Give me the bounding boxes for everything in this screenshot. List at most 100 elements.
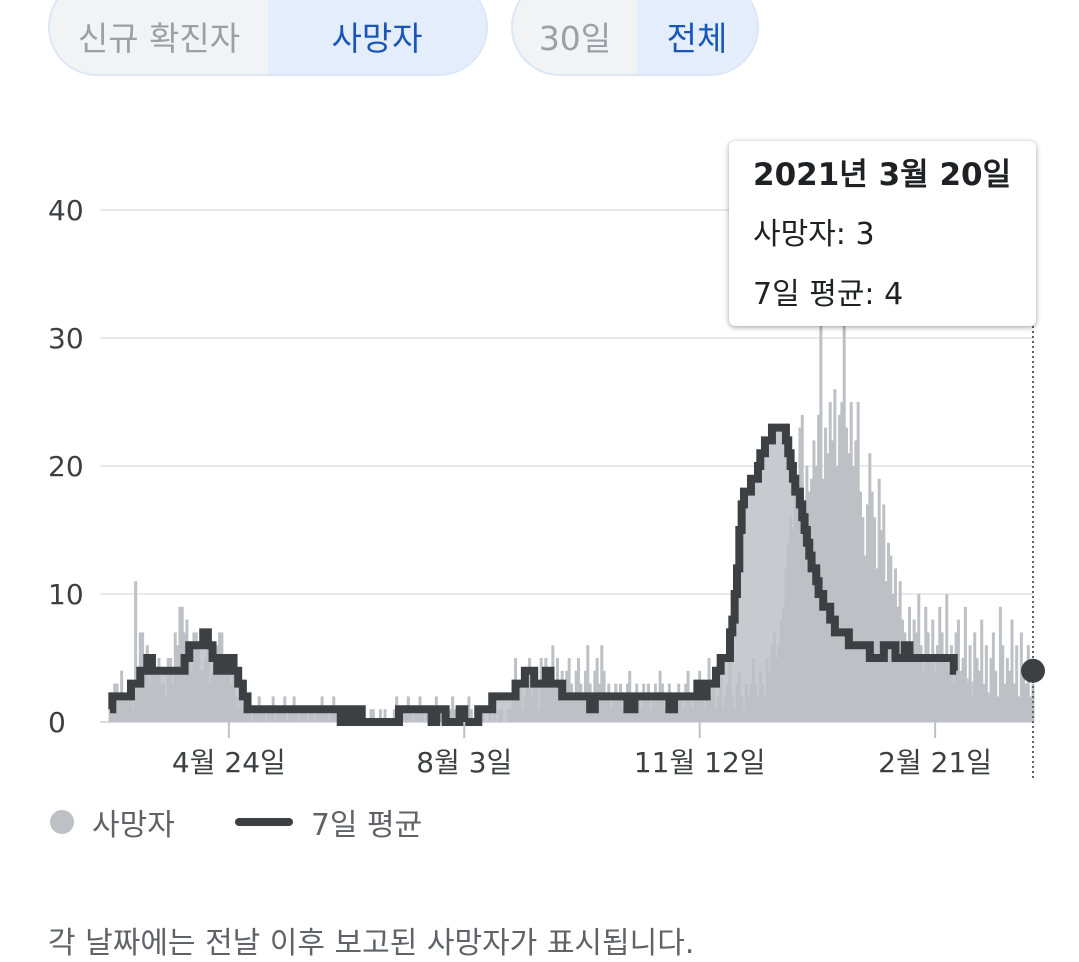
- deaths-bar: [838, 414, 842, 722]
- deaths-bar: [371, 709, 375, 722]
- deaths-bar: [469, 709, 473, 722]
- chart-legend: 사망자 7일 평균: [48, 800, 422, 844]
- deaths-bar: [991, 632, 995, 722]
- deaths-bar: [831, 440, 835, 722]
- range-30-days-tab[interactable]: 30일: [513, 0, 637, 74]
- deaths-bar: [451, 696, 455, 722]
- deaths-legend-swatch: [50, 810, 74, 834]
- deaths-bar: [1026, 645, 1030, 722]
- new-cases-tab[interactable]: 신규 확진자: [50, 0, 268, 74]
- deaths-bar: [828, 402, 832, 722]
- average-area: [110, 427, 1033, 722]
- seven-day-average-line: [108, 423, 958, 726]
- x-tick-label: 4월 24일: [172, 746, 286, 779]
- deaths-bar: [576, 658, 580, 722]
- deaths-bar: [1015, 645, 1019, 722]
- deaths-bar: [956, 619, 960, 722]
- tooltip-average: 7일 평균: 4: [753, 277, 904, 312]
- x-tick-label: 2월 21일: [878, 746, 992, 779]
- range-toggle[interactable]: 30일 전체: [511, 0, 759, 76]
- deaths-bar: [1022, 670, 1026, 722]
- deaths-chart[interactable]: 0 10 20 30 40 4월 24일 8월 3일 11월 12일 2월 21일: [0, 0, 1079, 800]
- deaths-bar: [833, 389, 837, 722]
- hover-indicator-dot: [1021, 658, 1045, 683]
- deaths-bars: [108, 325, 1035, 722]
- deaths-bar: [453, 709, 457, 722]
- deaths-bar: [378, 709, 382, 722]
- y-tick-label: 40: [48, 194, 84, 227]
- deaths-bar: [866, 504, 870, 722]
- y-tick-label: 20: [48, 450, 84, 483]
- deaths-bar: [994, 670, 998, 722]
- deaths-bar: [586, 645, 590, 722]
- x-axis-ticks: 4월 24일 8월 3일 11월 12일 2월 21일: [172, 722, 992, 779]
- deaths-tab[interactable]: 사망자: [268, 0, 486, 74]
- deaths-bar: [889, 555, 893, 722]
- deaths-bar: [383, 709, 387, 722]
- deaths-bar: [134, 581, 138, 722]
- deaths-bar: [392, 709, 396, 722]
- footnote: 각 날짜에는 전날 이후 보고된 사망자가 표시됩니다.: [48, 926, 695, 961]
- deaths-bar: [859, 491, 863, 722]
- deaths-bar: [1005, 658, 1009, 722]
- deaths-bar: [861, 517, 865, 722]
- tooltip-date: 2021년 3월 20일: [753, 157, 1012, 193]
- deaths-bar: [567, 658, 571, 722]
- deaths-bar: [863, 555, 867, 722]
- deaths-bar: [1008, 670, 1012, 722]
- deaths-bar: [1024, 683, 1028, 722]
- deaths-bar: [178, 606, 182, 722]
- deaths-bar: [595, 658, 599, 722]
- deaths-bar: [856, 402, 860, 722]
- deaths-bar: [849, 402, 853, 722]
- deaths-bar: [898, 581, 902, 722]
- deaths-bar: [870, 491, 874, 722]
- deaths-bar: [1012, 683, 1016, 722]
- deaths-bar: [824, 427, 828, 722]
- x-tick-label: 11월 12일: [634, 746, 766, 779]
- deaths-bar: [854, 440, 858, 722]
- deaths-bar: [1001, 645, 1005, 722]
- deaths-bar: [835, 466, 839, 722]
- deaths-bar: [847, 453, 851, 722]
- y-tick-label: 30: [48, 322, 84, 355]
- deaths-bar: [973, 632, 977, 722]
- deaths-bar: [1003, 683, 1007, 722]
- tooltip-deaths: 사망자: 3: [753, 217, 875, 252]
- deaths-bar: [875, 568, 879, 722]
- chart-tooltip: 2021년 3월 20일 사망자: 3 7일 평균: 4: [729, 141, 1036, 326]
- deaths-bar: [984, 645, 988, 722]
- y-tick-label: 0: [48, 706, 66, 739]
- deaths-bar: [989, 658, 993, 722]
- deaths-bar: [868, 453, 872, 722]
- deaths-bar: [819, 325, 823, 722]
- deaths-bar: [845, 427, 849, 722]
- y-axis-ticks: 0 10 20 30 40: [48, 194, 84, 739]
- deaths-bar: [1010, 619, 1014, 722]
- deaths-bar: [852, 466, 856, 722]
- average-legend-label: 7일 평균: [310, 808, 423, 843]
- deaths-bar: [879, 530, 883, 722]
- deaths-bar: [1017, 696, 1021, 722]
- deaths-bar: [467, 696, 471, 722]
- deaths-bar: [998, 606, 1002, 722]
- deaths-bar: [882, 504, 886, 722]
- deaths-bar: [369, 709, 373, 722]
- deaths-bar: [886, 542, 890, 722]
- deaths-bar: [600, 645, 604, 722]
- deaths-bar: [873, 517, 877, 722]
- average-legend-swatch: [234, 818, 293, 826]
- deaths-bar: [1029, 696, 1033, 722]
- range-all-tab[interactable]: 전체: [637, 0, 757, 74]
- deaths-legend-label: 사망자: [92, 808, 175, 843]
- x-tick-label: 8월 3일: [416, 746, 512, 779]
- deaths-bar: [980, 619, 984, 722]
- y-tick-label: 10: [48, 578, 84, 611]
- deaths-bar: [1019, 632, 1023, 722]
- deaths-bar: [840, 402, 844, 722]
- deaths-bar: [842, 325, 846, 722]
- deaths-bar: [963, 606, 967, 722]
- deaths-bar: [826, 453, 830, 722]
- deaths-bar: [448, 709, 452, 722]
- metric-toggle[interactable]: 신규 확진자 사망자: [48, 0, 488, 76]
